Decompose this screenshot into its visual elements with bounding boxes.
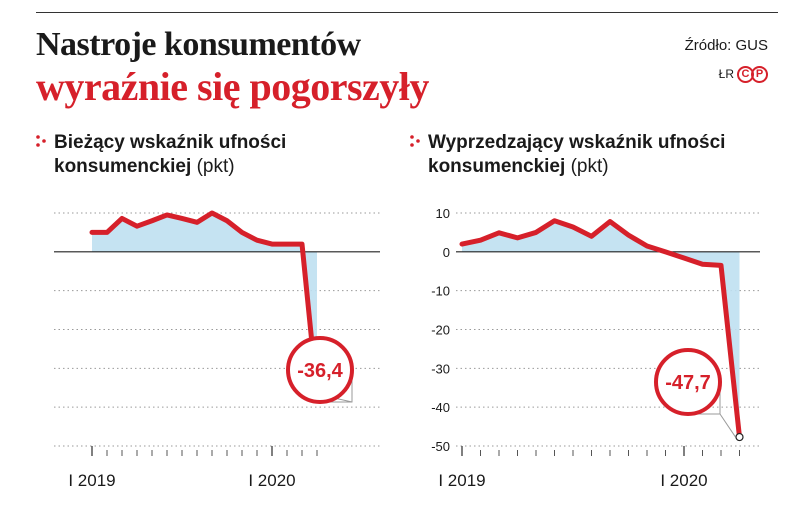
y-tick-label: 10 <box>436 206 450 221</box>
series-line <box>89 210 320 396</box>
x-tick-label: I 2020 <box>660 471 707 490</box>
callout-leader <box>719 413 736 438</box>
panel-title-leading: Wyprzedzający wskaźnik ufności konsumenc… <box>428 131 758 179</box>
y-tick-label: -40 <box>431 400 450 415</box>
x-tick-label: I 2020 <box>248 471 295 490</box>
y-tick-label: -10 <box>431 284 450 299</box>
y-tick-label: -20 <box>431 323 450 338</box>
top-rule <box>36 12 778 13</box>
dots-bullet-icon <box>410 135 420 147</box>
last-value-label: -47,7 <box>665 372 711 394</box>
cp-logo-icon: C P <box>737 65 768 83</box>
y-tick-label: 0 <box>443 245 450 260</box>
y-tick-label: -30 <box>431 361 450 376</box>
credits: ŁR C P <box>719 62 768 86</box>
end-point-marker <box>735 432 744 442</box>
dots-bullet-icon <box>36 135 46 147</box>
headline-line2: wyraźnie się pogorszyły <box>36 64 429 109</box>
area-fill <box>92 213 317 394</box>
series-line <box>459 218 742 440</box>
y-tick-label: -50 <box>431 439 450 454</box>
headline-line1: Nastroje konsumentów <box>36 26 361 63</box>
panel-title-current: Bieżący wskaźnik ufności konsumenckiej (… <box>54 131 354 179</box>
area-fill <box>462 220 740 438</box>
last-value-label: -36,4 <box>297 360 343 382</box>
panel-title-current-text: Bieżący wskaźnik ufności konsumenckiej <box>54 132 287 177</box>
value-bubble <box>654 348 722 416</box>
panel-title-leading-text: Wyprzedzający wskaźnik ufności konsumenc… <box>428 132 726 177</box>
source-note: Źródło: GUS <box>684 37 768 54</box>
author-initials: ŁR <box>718 67 734 81</box>
x-tick-label: I 2019 <box>438 471 485 490</box>
value-bubble <box>286 336 354 404</box>
panel-unit-current: (pkt) <box>196 156 235 177</box>
panel-unit-leading: (pkt) <box>570 156 609 177</box>
cp-logo-right: P <box>751 65 768 83</box>
x-tick-label: I 2019 <box>68 471 115 490</box>
